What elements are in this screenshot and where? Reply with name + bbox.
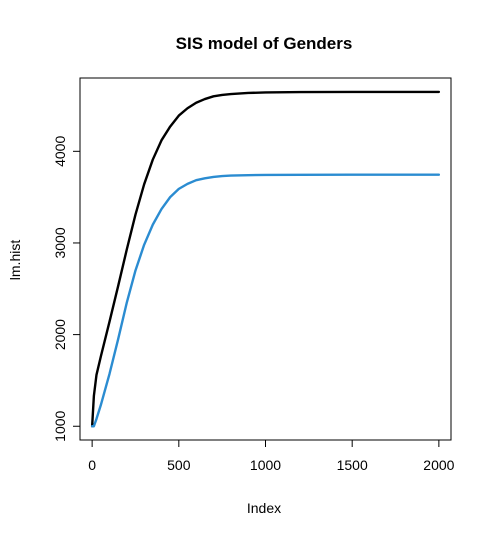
y-tick-label: 2000	[52, 319, 68, 350]
y-axis: 1000 2000 3000 4000	[52, 136, 81, 442]
chart-title: SIS model of Genders	[176, 34, 353, 53]
y-tick-label: 4000	[52, 136, 68, 167]
x-tick-label: 500	[167, 457, 191, 473]
x-axis-label: Index	[247, 500, 281, 516]
y-tick-label: 3000	[52, 227, 68, 258]
series-line-2	[90, 173, 441, 428]
series-layer	[90, 90, 441, 428]
x-tick-label: 1000	[250, 457, 281, 473]
series-line-1	[90, 90, 441, 428]
x-tick-label: 2000	[423, 457, 454, 473]
x-tick-label: 1500	[337, 457, 368, 473]
y-tick-label: 1000	[52, 410, 68, 441]
x-tick-label: 0	[88, 457, 96, 473]
y-axis-label: lm.hist	[7, 240, 23, 281]
x-axis: 0 500 1000 1500 2000	[88, 439, 455, 473]
plot-frame	[79, 77, 452, 441]
